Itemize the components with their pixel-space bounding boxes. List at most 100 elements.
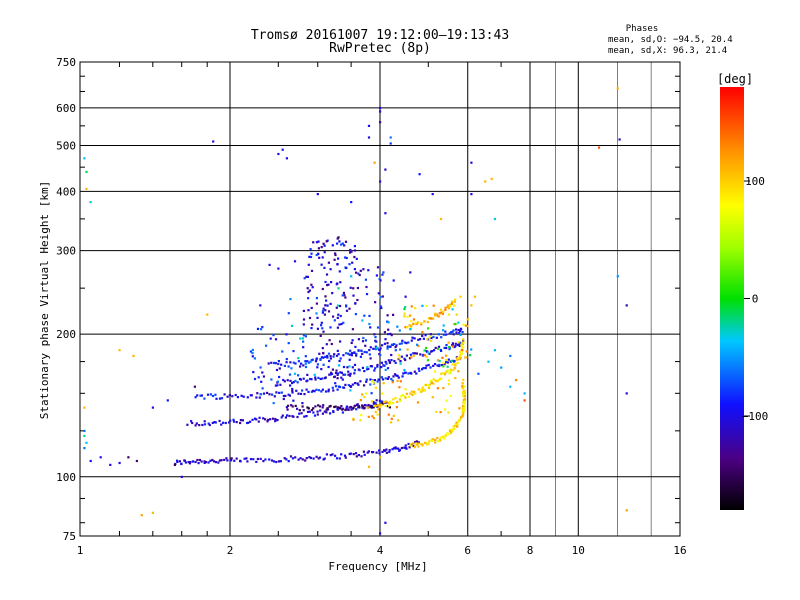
data-point xyxy=(315,455,318,458)
chart-subtitle: RwPretec (8p) xyxy=(329,41,431,56)
data-point xyxy=(369,346,372,349)
data-point xyxy=(364,404,367,407)
data-point xyxy=(463,408,466,411)
data-point xyxy=(369,378,372,381)
data-point xyxy=(314,378,317,381)
data-point xyxy=(436,380,439,383)
data-point xyxy=(404,326,407,329)
data-point xyxy=(398,386,401,389)
data-point xyxy=(214,393,217,396)
data-point xyxy=(319,334,322,337)
data-point xyxy=(277,362,280,366)
data-point xyxy=(336,388,339,391)
data-point xyxy=(440,372,443,375)
data-point xyxy=(380,404,383,407)
data-point xyxy=(442,365,445,368)
x-tick-label: 6 xyxy=(464,544,471,557)
data-point xyxy=(411,336,414,339)
data-point xyxy=(291,381,294,385)
data-point xyxy=(403,315,406,318)
data-point xyxy=(336,372,339,375)
data-point xyxy=(360,455,363,458)
data-point xyxy=(365,368,369,371)
data-point xyxy=(446,305,449,308)
data-point xyxy=(462,395,465,398)
data-point xyxy=(292,399,295,402)
data-point xyxy=(307,309,310,312)
data-point xyxy=(386,367,390,370)
data-point xyxy=(461,343,465,346)
data-point xyxy=(257,420,260,423)
data-point xyxy=(231,395,234,398)
data-point xyxy=(427,317,430,320)
data-point xyxy=(344,408,347,412)
data-point xyxy=(349,286,352,289)
data-point xyxy=(291,391,294,394)
data-point xyxy=(323,244,326,247)
data-point xyxy=(397,419,400,422)
data-point xyxy=(289,384,292,387)
data-point xyxy=(292,415,295,418)
data-point xyxy=(391,343,394,346)
data-point xyxy=(405,447,408,450)
data-point xyxy=(302,334,305,337)
data-point xyxy=(441,312,444,315)
data-point xyxy=(370,406,373,409)
data-point xyxy=(400,446,403,450)
data-point xyxy=(416,321,420,324)
data-point xyxy=(372,381,375,385)
data-point xyxy=(431,350,434,353)
data-point xyxy=(449,303,452,306)
data-point xyxy=(344,256,347,259)
data-point xyxy=(327,261,330,264)
data-point xyxy=(313,373,316,376)
data-point xyxy=(372,406,375,409)
data-point xyxy=(321,412,324,415)
data-point xyxy=(374,386,377,389)
data-point xyxy=(443,373,447,376)
data-point xyxy=(301,458,304,461)
data-point xyxy=(337,406,340,409)
data-point xyxy=(352,406,355,409)
data-point xyxy=(288,394,291,397)
data-point xyxy=(437,333,440,336)
data-point xyxy=(451,300,454,303)
x-tick-label: 2 xyxy=(227,544,234,557)
data-point xyxy=(422,367,425,370)
data-point xyxy=(344,296,347,299)
data-point xyxy=(215,397,218,400)
data-point xyxy=(166,399,169,402)
data-point xyxy=(85,170,88,173)
data-point xyxy=(415,443,418,446)
data-point xyxy=(229,419,232,422)
data-point xyxy=(404,295,407,298)
data-point xyxy=(403,308,406,311)
data-point xyxy=(429,333,432,336)
data-point xyxy=(450,370,453,373)
data-point xyxy=(384,368,387,371)
data-point xyxy=(211,394,215,398)
data-point xyxy=(283,380,286,383)
data-point xyxy=(373,161,376,164)
data-point xyxy=(296,407,299,410)
data-point xyxy=(207,461,210,464)
data-point xyxy=(412,444,415,448)
data-point xyxy=(343,454,347,457)
data-point xyxy=(369,357,372,360)
data-point xyxy=(261,371,264,374)
data-point xyxy=(404,388,407,391)
data-point xyxy=(436,387,439,390)
data-point xyxy=(203,397,206,400)
data-point xyxy=(83,429,86,432)
data-point xyxy=(324,390,328,393)
data-point xyxy=(509,385,512,388)
data-point xyxy=(323,457,326,460)
data-point xyxy=(304,362,307,365)
data-point xyxy=(461,408,465,411)
data-point xyxy=(465,350,468,353)
data-point xyxy=(387,359,390,362)
data-point xyxy=(350,352,353,355)
data-point xyxy=(326,284,329,287)
data-point xyxy=(304,459,307,462)
data-point xyxy=(302,364,305,367)
